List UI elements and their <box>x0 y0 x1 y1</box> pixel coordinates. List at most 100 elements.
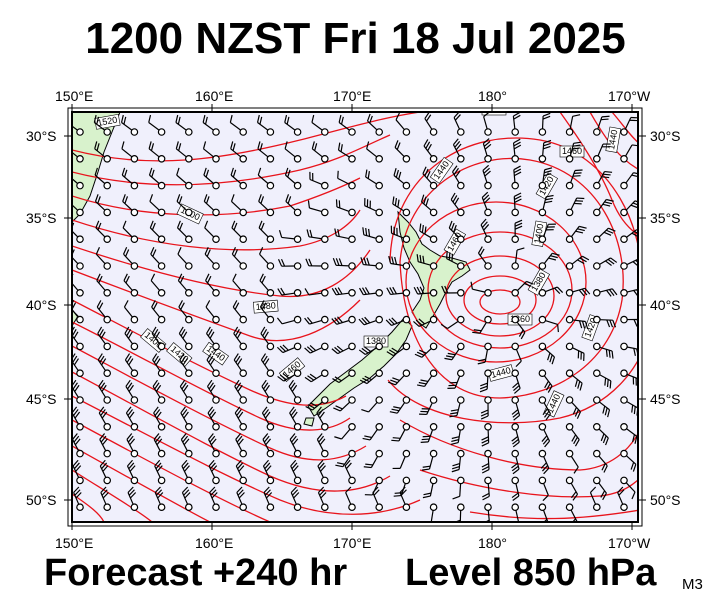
wind-barb <box>150 273 166 297</box>
wind-barb <box>620 449 637 472</box>
wind-barb <box>399 486 411 512</box>
wind-barb <box>180 406 193 431</box>
lat-label-right: 30°S <box>650 128 681 144</box>
wind-barb <box>123 300 139 324</box>
wind-barb <box>304 342 329 354</box>
wind-barb <box>392 449 411 470</box>
wind-barb <box>538 223 556 244</box>
wind-barb <box>450 192 465 217</box>
wind-barb <box>304 315 329 325</box>
wind-barb <box>94 194 112 217</box>
wind-barb <box>206 353 220 378</box>
wind-barb <box>233 353 248 378</box>
wind-barb <box>372 486 384 512</box>
wind-barb <box>208 459 220 485</box>
forecast-hour: Forecast +240 hr <box>44 552 348 594</box>
wind-barb <box>592 288 618 297</box>
wind-barb <box>359 369 384 385</box>
wind-barb <box>208 433 220 458</box>
wind-barb <box>276 342 302 354</box>
wind-barb <box>259 300 275 324</box>
wind-barb <box>450 422 465 446</box>
wind-barb <box>481 422 492 447</box>
lon-label-bottom: 150°E <box>55 535 94 551</box>
lon-label-bottom: 170°E <box>333 535 372 551</box>
wind-barb <box>333 396 356 412</box>
wind-barb <box>262 433 275 458</box>
wind-barb <box>123 273 139 297</box>
wind-barb <box>538 476 549 502</box>
wind-barb <box>391 422 411 442</box>
pressure-level: Level 850 hPa <box>405 552 657 594</box>
wind-barb <box>231 247 248 270</box>
wind-barb <box>481 191 492 217</box>
wind-barb <box>72 459 84 485</box>
wind-barb <box>482 138 492 163</box>
lat-label-left: 50°S <box>26 492 57 508</box>
wind-barb <box>538 252 560 270</box>
wind-barb <box>364 198 384 217</box>
lon-label-bottom: 160°E <box>195 535 234 551</box>
wind-barb <box>122 247 139 270</box>
lat-label-right: 45°S <box>650 391 681 407</box>
wind-barb <box>388 255 411 270</box>
lon-label-top: 170°W <box>608 88 651 104</box>
wind-barb <box>479 369 492 393</box>
wind-barb <box>181 486 193 512</box>
wind-barb <box>448 220 465 244</box>
wind-barb <box>386 342 411 357</box>
lon-label-bottom: 180° <box>478 535 507 551</box>
wind-barb <box>511 422 520 448</box>
wind-barb <box>258 247 275 270</box>
wind-barb <box>511 315 526 340</box>
wind-barb <box>311 114 329 136</box>
wind-barb <box>538 503 549 522</box>
wind-barb <box>394 140 411 163</box>
wind-barb <box>260 353 275 378</box>
wind-barb <box>511 369 521 394</box>
wind-barb <box>305 258 329 270</box>
wind-barb <box>511 219 523 244</box>
wind-barb <box>620 476 636 500</box>
wind-barb <box>447 369 465 390</box>
wind-barb <box>304 288 329 297</box>
wind-barb <box>175 141 193 163</box>
wind-barb <box>232 300 248 324</box>
wind-barb <box>444 342 465 361</box>
wind-barb <box>565 141 582 163</box>
wind-barb <box>100 486 112 512</box>
wind-barb <box>538 139 552 163</box>
lat-label-left: 30°S <box>26 128 57 144</box>
wind-barb <box>424 112 438 136</box>
wind-barb <box>429 503 438 522</box>
wind-barb <box>538 315 559 333</box>
wind-barb <box>565 225 587 244</box>
wind-barb <box>73 486 84 512</box>
wind-barb <box>414 342 438 358</box>
wind-barb <box>511 396 521 421</box>
wind-barb <box>256 114 275 136</box>
wind-barb <box>592 396 611 418</box>
wind-barb <box>99 459 112 485</box>
wind-barb <box>261 406 275 431</box>
wind-barb <box>393 167 411 190</box>
map-title: 1200 NZST Fri 18 Jul 2025 <box>85 14 626 63</box>
wind-barb <box>390 225 411 244</box>
wind-barb <box>260 326 275 351</box>
wind-barb <box>127 486 139 512</box>
wind-barb <box>335 449 356 468</box>
wind-barb <box>262 459 275 485</box>
wind-barb <box>148 114 166 136</box>
wind-barb <box>290 459 302 485</box>
wind-barb <box>289 433 302 458</box>
wind-barb <box>235 459 248 485</box>
wind-barb <box>317 486 329 512</box>
wind-barb <box>386 286 411 297</box>
wind-barb <box>152 379 166 404</box>
wind-barb <box>230 141 248 163</box>
wind-barb <box>358 315 384 326</box>
wind-barb <box>335 199 356 217</box>
wind-barb <box>205 300 220 324</box>
wind-barb <box>94 167 112 190</box>
wind-barb <box>592 422 609 446</box>
